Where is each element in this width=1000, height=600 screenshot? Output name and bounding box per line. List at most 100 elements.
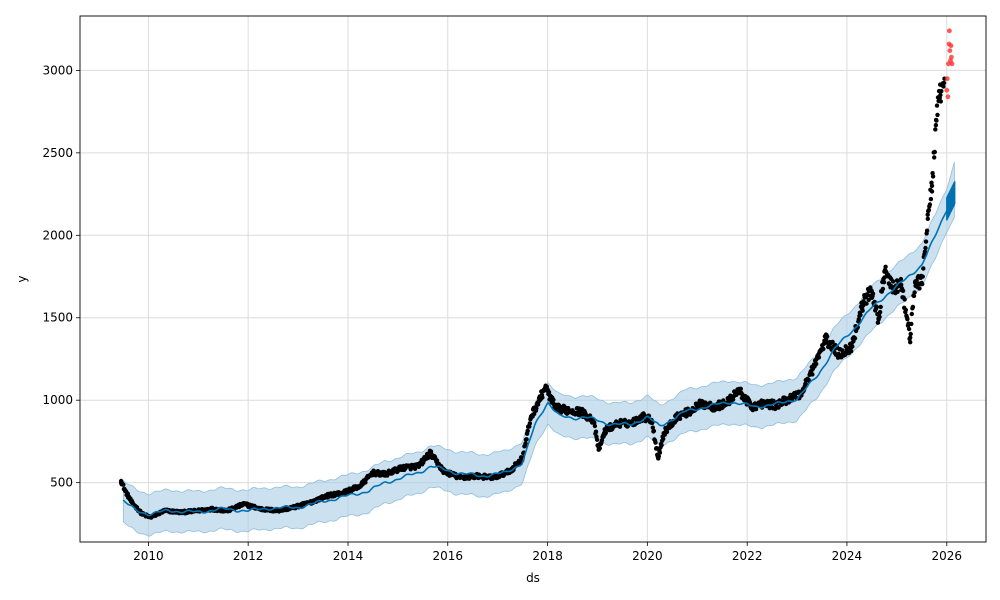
recent-point xyxy=(947,28,952,34)
y-axis-ticks: 500 1000 1500 2000 2500 3000 xyxy=(42,63,80,490)
observed-point xyxy=(909,321,914,327)
observed-point xyxy=(566,407,571,413)
observed-point xyxy=(399,465,405,470)
observed-point xyxy=(938,99,943,104)
y-tick-label: 2000 xyxy=(42,228,73,242)
recent-point xyxy=(949,54,954,60)
observed-point xyxy=(933,123,939,128)
uncertainty-band xyxy=(122,161,955,537)
observed-point xyxy=(911,293,917,299)
observed-point xyxy=(823,337,829,342)
x-tick-label: 2010 xyxy=(133,549,164,563)
observed-point xyxy=(816,355,822,360)
observed-point xyxy=(898,276,904,282)
observed-point xyxy=(836,351,841,357)
observed-point xyxy=(699,401,704,406)
observed-point xyxy=(849,349,854,354)
observed-point xyxy=(753,406,759,412)
observed-point xyxy=(928,196,934,202)
observed-point xyxy=(543,384,548,390)
observed-point xyxy=(358,483,363,489)
x-tick-label: 2018 xyxy=(532,549,563,563)
observed-point xyxy=(908,335,913,340)
observed-point xyxy=(938,92,943,98)
observed-point xyxy=(902,297,907,302)
observed-point xyxy=(528,414,534,419)
observed-point xyxy=(534,406,539,411)
observed-point xyxy=(551,397,556,402)
observed-point xyxy=(814,361,819,367)
observed-point xyxy=(935,112,940,118)
observed-point xyxy=(921,266,926,271)
observed-point xyxy=(874,304,879,310)
observed-point xyxy=(761,401,766,406)
y-tick-label: 500 xyxy=(50,476,73,490)
observed-point xyxy=(275,508,280,513)
observed-point xyxy=(932,155,937,160)
y-axis-label: y xyxy=(15,275,29,282)
x-tick-label: 2024 xyxy=(832,549,863,563)
observed-point xyxy=(926,207,931,213)
observed-point xyxy=(546,390,552,395)
observed-point xyxy=(934,103,940,108)
observed-point xyxy=(810,372,815,377)
x-axis-ticks: 2010 2012 2014 2016 2018 2020 2022 2024 2026 xyxy=(133,542,962,563)
observed-point xyxy=(659,443,664,448)
observed-point xyxy=(881,280,887,285)
observed-point xyxy=(661,436,666,442)
observed-point xyxy=(596,447,601,452)
observed-point xyxy=(121,482,126,487)
observed-point xyxy=(657,450,663,455)
grid-lines xyxy=(80,16,986,542)
observed-point xyxy=(592,423,598,429)
observed-point xyxy=(939,88,944,94)
x-axis-label: ds xyxy=(526,571,540,585)
uncertainty-interval xyxy=(122,161,955,537)
observed-point xyxy=(932,149,937,155)
observed-point xyxy=(370,470,375,475)
observed-point xyxy=(324,493,330,498)
y-tick-label: 3000 xyxy=(42,63,73,77)
observed-point xyxy=(821,346,826,352)
observed-point xyxy=(527,421,533,426)
observed-point xyxy=(383,472,388,477)
observed-point xyxy=(241,501,247,507)
observed-point xyxy=(603,427,608,433)
observed-point xyxy=(909,311,914,317)
observed-point xyxy=(919,280,924,286)
observed-point xyxy=(811,365,816,370)
observed-point xyxy=(903,307,908,313)
observed-point xyxy=(721,398,726,403)
observed-point xyxy=(858,312,863,318)
observed-point xyxy=(578,409,583,414)
observed-point xyxy=(736,388,742,393)
observed-point xyxy=(525,428,530,434)
observed-point xyxy=(650,425,655,430)
observed-point xyxy=(866,297,871,302)
observed-point xyxy=(880,286,886,292)
observed-point xyxy=(899,282,904,287)
observed-point xyxy=(540,395,545,400)
observed-point xyxy=(830,339,835,345)
observed-point xyxy=(427,450,433,456)
observed-point xyxy=(711,404,716,409)
observed-point xyxy=(869,289,874,294)
observed-point xyxy=(434,458,440,463)
observed-point xyxy=(654,446,659,451)
observed-point xyxy=(599,438,605,443)
plot-frame xyxy=(79,15,987,543)
recent-point xyxy=(944,76,950,82)
observed-point xyxy=(933,117,939,123)
observed-point xyxy=(941,84,946,89)
observed-point xyxy=(622,417,628,423)
recent-point xyxy=(947,48,953,53)
observed-point xyxy=(924,228,930,233)
observed-point xyxy=(883,264,888,269)
observed-point xyxy=(917,286,922,291)
observed-point xyxy=(906,326,912,332)
observed-point xyxy=(941,80,947,86)
x-tick-label: 2026 xyxy=(932,549,963,563)
forecast-line xyxy=(122,192,956,517)
observed-point xyxy=(920,274,925,279)
